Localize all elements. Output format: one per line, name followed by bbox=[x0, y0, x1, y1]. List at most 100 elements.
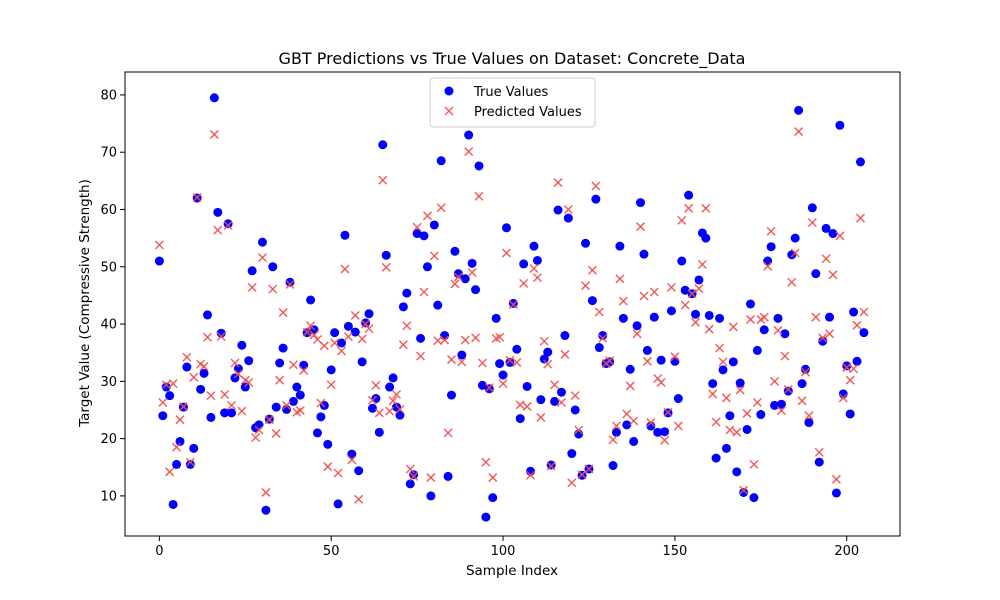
predicted-value-point bbox=[529, 263, 539, 274]
true-value-point bbox=[402, 288, 412, 298]
true-value-point bbox=[759, 325, 769, 335]
x-tick-label: 50 bbox=[323, 544, 340, 559]
true-value-point bbox=[161, 382, 171, 392]
true-value-point bbox=[240, 382, 250, 392]
true-value-point bbox=[776, 399, 786, 409]
predicted-value-point bbox=[622, 409, 632, 419]
predicted-value-point bbox=[154, 240, 164, 250]
predicted-value-point bbox=[625, 381, 635, 391]
true-value-point bbox=[340, 230, 350, 240]
predicted-value-point bbox=[522, 402, 532, 412]
predicted-value-point bbox=[728, 322, 738, 332]
predicted-value-point bbox=[556, 397, 567, 408]
true-value-point bbox=[797, 379, 807, 389]
predicted-value-point bbox=[553, 178, 563, 188]
predicted-value-point bbox=[721, 393, 731, 403]
true-value-point bbox=[306, 295, 316, 305]
predicted-value-point bbox=[172, 442, 182, 452]
true-value-point bbox=[855, 157, 865, 167]
predicted-value-point bbox=[288, 360, 298, 370]
true-value-point bbox=[522, 381, 532, 391]
true-value-point bbox=[642, 345, 652, 355]
true-value-point bbox=[632, 321, 642, 331]
true-value-point bbox=[831, 488, 841, 498]
predicted-value-point bbox=[831, 474, 841, 484]
true-value-point bbox=[295, 390, 305, 400]
true-value-point bbox=[745, 299, 755, 309]
predicted-value-point bbox=[471, 333, 481, 343]
true-value-point bbox=[419, 231, 429, 241]
predicted-value-point bbox=[632, 329, 642, 339]
true-value-point bbox=[202, 310, 212, 320]
predicted-value-point bbox=[354, 494, 364, 504]
predicted-value-point bbox=[563, 204, 573, 215]
predicted-value-point bbox=[168, 379, 178, 389]
true-value-point bbox=[749, 493, 759, 503]
true-value-point bbox=[443, 471, 453, 481]
y-tick-label: 50 bbox=[100, 260, 117, 275]
predicted-value-point bbox=[701, 203, 711, 213]
true-value-point bbox=[330, 328, 340, 338]
predicted-value-point bbox=[378, 175, 388, 185]
true-value-point bbox=[374, 427, 384, 437]
axes-frame bbox=[124, 71, 901, 537]
predicted-value-point bbox=[800, 367, 811, 377]
true-value-point bbox=[732, 467, 742, 477]
predicted-value-point bbox=[615, 274, 625, 284]
predicted-value-point bbox=[739, 485, 749, 495]
predicted-value-point bbox=[467, 267, 477, 278]
predicted-value-point bbox=[725, 425, 735, 435]
predicted-value-point bbox=[309, 330, 319, 340]
true-value-point bbox=[206, 412, 216, 422]
true-value-point bbox=[629, 436, 639, 446]
predicted-value-point bbox=[687, 289, 697, 299]
predicted-value-point bbox=[718, 357, 728, 367]
true-value-point bbox=[660, 427, 670, 437]
true-value-point bbox=[333, 499, 343, 509]
true-value-point bbox=[773, 313, 783, 323]
predicted-value-point bbox=[635, 222, 646, 232]
true-value-point bbox=[728, 357, 738, 367]
predicted-value-point bbox=[405, 464, 415, 474]
predicted-value-point bbox=[550, 380, 560, 390]
true-value-point bbox=[735, 378, 745, 388]
predicted-value-point bbox=[488, 473, 498, 483]
true-value-point bbox=[350, 327, 360, 337]
predicted-value-point bbox=[512, 357, 522, 367]
true-value-point bbox=[398, 302, 408, 312]
predicted-value-point bbox=[759, 312, 769, 322]
predicted-value-point bbox=[697, 259, 707, 270]
true-value-point bbox=[529, 241, 539, 251]
true-value-point bbox=[818, 336, 828, 346]
predicted-value-point bbox=[350, 310, 360, 320]
predicted-value-point bbox=[577, 470, 587, 480]
true-value-point bbox=[581, 238, 591, 248]
true-value-point bbox=[247, 266, 257, 276]
predicted-value-point bbox=[708, 389, 718, 399]
true-value-point bbox=[711, 453, 721, 463]
true-value-point bbox=[223, 219, 233, 229]
true-value-point bbox=[752, 345, 762, 355]
x-axis-label: Sample Index bbox=[466, 563, 558, 579]
y-axis-label: Target Value (Compressive Strength) bbox=[77, 179, 93, 428]
predicted-value-point bbox=[299, 365, 309, 375]
true-value-point bbox=[182, 362, 192, 372]
predicted-value-point bbox=[271, 428, 281, 438]
true-value-point bbox=[553, 205, 563, 215]
true-value-point bbox=[828, 229, 838, 239]
y-tick-label: 70 bbox=[100, 146, 117, 161]
true-value-point bbox=[371, 394, 381, 404]
true-value-point bbox=[842, 361, 852, 371]
true-value-point bbox=[563, 213, 573, 223]
chart-title: GBT Predictions vs True Values on Datase… bbox=[279, 49, 746, 69]
predicted-value-point bbox=[807, 218, 817, 228]
plot-area bbox=[154, 93, 869, 522]
predicted-value-point bbox=[680, 300, 690, 310]
true-value-point bbox=[570, 405, 580, 415]
predicted-value-point bbox=[670, 352, 680, 362]
predicted-value-point bbox=[446, 355, 457, 365]
true-value-point bbox=[708, 379, 718, 389]
predicted-value-point bbox=[330, 338, 340, 348]
predicted-value-point bbox=[450, 279, 460, 289]
true-value-point bbox=[546, 460, 556, 470]
